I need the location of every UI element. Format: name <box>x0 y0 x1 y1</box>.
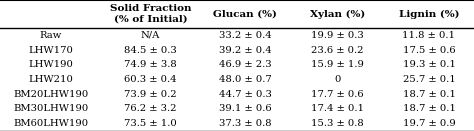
Text: 74.9 ± 3.8: 74.9 ± 3.8 <box>124 60 177 69</box>
Text: 11.8 ± 0.1: 11.8 ± 0.1 <box>402 31 456 40</box>
Text: 76.2 ± 3.2: 76.2 ± 3.2 <box>124 104 177 113</box>
Text: 44.7 ± 0.3: 44.7 ± 0.3 <box>219 90 272 99</box>
Text: LHW210: LHW210 <box>28 75 73 84</box>
Text: 84.5 ± 0.3: 84.5 ± 0.3 <box>124 46 177 55</box>
Text: 39.1 ± 0.6: 39.1 ± 0.6 <box>219 104 272 113</box>
Text: BM20LHW190: BM20LHW190 <box>13 90 89 99</box>
Text: 19.3 ± 0.1: 19.3 ± 0.1 <box>402 60 456 69</box>
Text: Solid Fraction
(% of Initial): Solid Fraction (% of Initial) <box>110 4 191 24</box>
Text: 39.2 ± 0.4: 39.2 ± 0.4 <box>219 46 272 55</box>
Text: 18.7 ± 0.1: 18.7 ± 0.1 <box>402 90 456 99</box>
Text: BM60LHW190: BM60LHW190 <box>13 119 89 128</box>
Text: 37.3 ± 0.8: 37.3 ± 0.8 <box>219 119 272 128</box>
Text: 25.7 ± 0.1: 25.7 ± 0.1 <box>402 75 456 84</box>
Text: BM30LHW190: BM30LHW190 <box>13 104 89 113</box>
Text: 19.9 ± 0.3: 19.9 ± 0.3 <box>311 31 364 40</box>
Text: 17.5 ± 0.6: 17.5 ± 0.6 <box>402 46 456 55</box>
Text: 15.3 ± 0.8: 15.3 ± 0.8 <box>311 119 364 128</box>
Text: LHW190: LHW190 <box>28 60 73 69</box>
Text: 46.9 ± 2.3: 46.9 ± 2.3 <box>219 60 272 69</box>
Text: Lignin (%): Lignin (%) <box>399 9 459 19</box>
Text: 0: 0 <box>335 75 341 84</box>
Text: LHW170: LHW170 <box>28 46 73 55</box>
Text: 73.5 ± 1.0: 73.5 ± 1.0 <box>124 119 177 128</box>
Text: 23.6 ± 0.2: 23.6 ± 0.2 <box>311 46 364 55</box>
Text: Raw: Raw <box>40 31 62 40</box>
Text: N/A: N/A <box>141 31 160 40</box>
Text: Xylan (%): Xylan (%) <box>310 9 365 19</box>
Text: 17.4 ± 0.1: 17.4 ± 0.1 <box>311 104 364 113</box>
Text: 33.2 ± 0.4: 33.2 ± 0.4 <box>219 31 272 40</box>
Text: 60.3 ± 0.4: 60.3 ± 0.4 <box>124 75 177 84</box>
Text: 15.9 ± 1.9: 15.9 ± 1.9 <box>311 60 364 69</box>
Text: 17.7 ± 0.6: 17.7 ± 0.6 <box>311 90 364 99</box>
Text: 18.7 ± 0.1: 18.7 ± 0.1 <box>402 104 456 113</box>
Text: 48.0 ± 0.7: 48.0 ± 0.7 <box>219 75 272 84</box>
Text: 19.7 ± 0.9: 19.7 ± 0.9 <box>402 119 456 128</box>
Text: 73.9 ± 0.2: 73.9 ± 0.2 <box>124 90 177 99</box>
Text: Glucan (%): Glucan (%) <box>213 10 277 18</box>
